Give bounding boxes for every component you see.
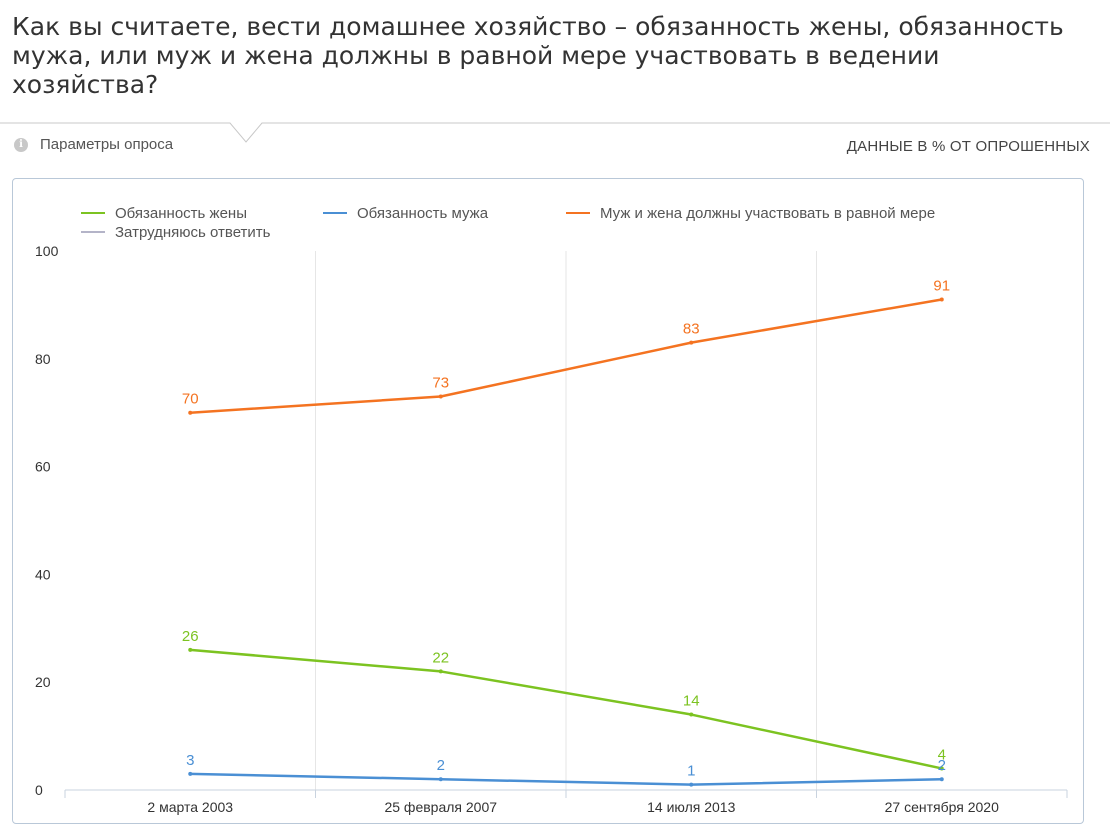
divider-line [0, 122, 1110, 143]
data-label: 26 [182, 628, 199, 645]
legend-item: Муж и жена должны участвовать в равной м… [600, 205, 935, 222]
y-tick-label: 0 [35, 782, 43, 798]
legend-item: Затрудняюсь ответить [115, 224, 271, 241]
legend-item: Обязанность мужа [357, 205, 489, 222]
data-point [188, 410, 193, 415]
data-point [939, 297, 944, 302]
y-tick-label: 40 [35, 566, 51, 582]
x-tick-label: 27 сентября 2020 [885, 799, 999, 815]
legend-item: Обязанность жены [115, 205, 247, 222]
data-label: 1 [687, 763, 695, 780]
data-label: 22 [432, 649, 449, 666]
data-point [188, 647, 193, 652]
series-line [190, 648, 943, 770]
data-label: 83 [683, 321, 700, 338]
data-label: 14 [683, 693, 700, 710]
data-point [438, 394, 443, 399]
data-label: 73 [432, 375, 449, 392]
data-point [438, 777, 443, 782]
data-point [438, 669, 443, 674]
data-point [689, 712, 694, 717]
data-label: 70 [182, 391, 199, 408]
line-chart: 0 20 40 60 80 100 2 марта 2003 25 февраля 2007 1… [35, 205, 1068, 815]
data-label: 2 [437, 757, 445, 774]
y-tick-label: 20 [35, 674, 51, 690]
data-label: 2 [938, 757, 946, 774]
x-tick-label: 2 марта 2003 [147, 799, 233, 815]
info-icon: i [14, 137, 28, 152]
data-point [689, 782, 694, 787]
y-tick-label: 80 [35, 351, 51, 367]
y-tick-label: 60 [35, 459, 51, 475]
series-line [190, 772, 942, 786]
chart-panel: 0 20 40 60 80 100 2 марта 2003 25 февраля 2007 1… [12, 178, 1084, 824]
x-tick-label: 25 февраля 2007 [384, 799, 497, 815]
y-tick-label: 100 [35, 243, 59, 259]
data-label: 91 [933, 278, 950, 295]
data-point [188, 771, 193, 776]
data-label: 3 [186, 752, 194, 769]
x-tick-label: 14 июля 2013 [647, 799, 735, 815]
survey-params-label: Параметры опроса [40, 136, 174, 153]
data-point [939, 766, 944, 771]
data-unit-label: ДАННЫЕ В % ОТ ОПРОШЕННЫХ [846, 138, 1090, 155]
data-label: 4 [938, 746, 946, 763]
data-point [939, 777, 944, 782]
series-line [190, 298, 942, 414]
data-point [689, 340, 694, 345]
survey-params-link[interactable]: i Параметры опроса [14, 136, 173, 153]
page-title: Как вы считаете, вести домашнее хозяйств… [12, 12, 1064, 99]
params-bar: i Параметры опроса ДАННЫЕ В % ОТ ОПРОШЕН… [0, 118, 1110, 178]
